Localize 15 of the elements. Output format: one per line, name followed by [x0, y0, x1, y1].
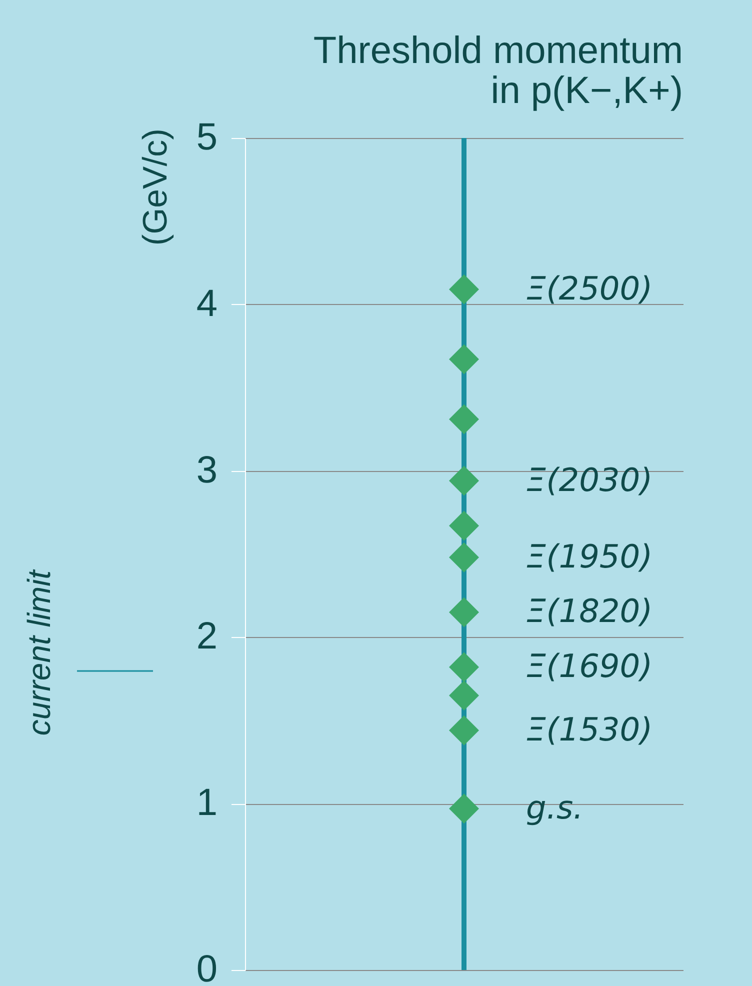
y-tick-label: 2	[196, 616, 218, 658]
series-label: Ξ(1950)	[526, 537, 653, 576]
chart-title: Threshold momentum in p(K−,K+)	[313, 30, 683, 112]
series-label: Ξ(1820)	[526, 592, 653, 630]
y-axis-title: (GeV/c)	[136, 128, 174, 246]
series-label: Ξ(1530)	[526, 710, 653, 748]
series-label: Ξ(1690)	[526, 647, 653, 686]
y-tick-label: 4	[196, 282, 218, 325]
series-label: Ξ(2030)	[526, 460, 653, 499]
y-tick-label: 5	[196, 116, 218, 158]
text: current limit	[21, 569, 57, 736]
y-tick-label: 0	[196, 948, 218, 986]
y-tick-label: 1	[196, 782, 218, 824]
series-label: Ξ(2500)	[526, 269, 653, 308]
y-tick-label: 3	[196, 449, 218, 492]
